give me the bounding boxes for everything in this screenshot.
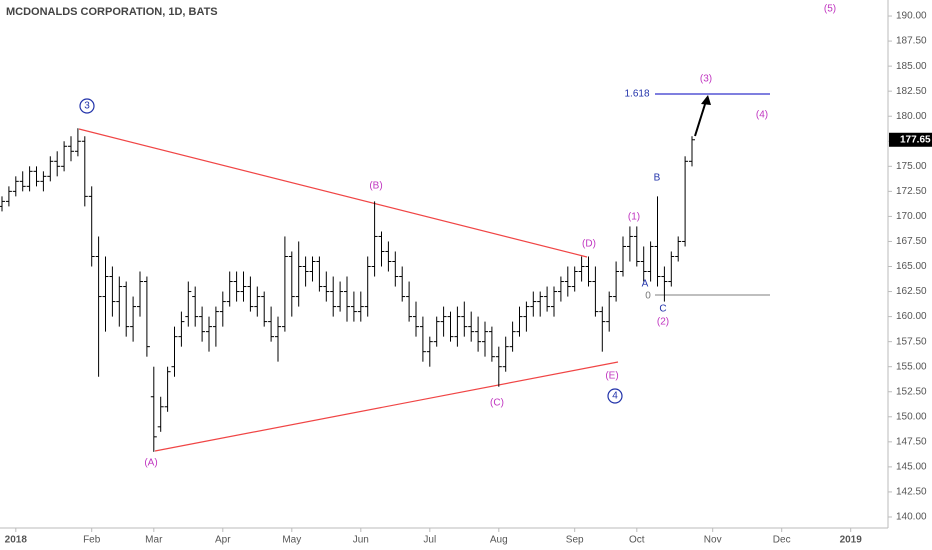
wave-circle bbox=[607, 388, 623, 404]
y-tick-label: 180.00 bbox=[896, 111, 927, 122]
wave-label: 1.618 bbox=[624, 89, 649, 100]
y-tick-label: 187.50 bbox=[896, 36, 927, 47]
wave-label: (3) bbox=[700, 74, 712, 85]
triangle-lower bbox=[154, 361, 619, 452]
x-tick-label: 2018 bbox=[5, 535, 28, 546]
x-tick-label: 2019 bbox=[840, 535, 863, 546]
y-tick-label: 172.50 bbox=[896, 186, 927, 197]
wave-label: (5) bbox=[824, 4, 836, 15]
x-tick-label: May bbox=[282, 535, 301, 546]
wave-label: 3 bbox=[84, 101, 90, 112]
x-tick-label: Jun bbox=[353, 535, 369, 546]
x-tick-label: Mar bbox=[145, 535, 163, 546]
x-tick-label: Nov bbox=[704, 535, 722, 546]
y-tick-label: 185.00 bbox=[896, 61, 927, 72]
wave-label: (2) bbox=[657, 317, 669, 328]
y-tick-label: 155.00 bbox=[896, 361, 927, 372]
y-tick-label: 167.50 bbox=[896, 236, 927, 247]
y-tick-label: 190.00 bbox=[896, 11, 927, 22]
x-tick-label: Dec bbox=[773, 535, 791, 546]
wave-label: (B) bbox=[369, 181, 382, 192]
last-price-label: 177.65 bbox=[900, 134, 931, 145]
wave-label: 0 bbox=[645, 291, 651, 302]
wave-label: (1) bbox=[628, 212, 640, 223]
x-tick-label: Apr bbox=[215, 535, 231, 546]
y-tick-label: 145.00 bbox=[896, 462, 927, 473]
wave-label: C bbox=[659, 304, 666, 315]
y-tick-label: 182.50 bbox=[896, 86, 927, 97]
x-tick-label: Sep bbox=[566, 535, 584, 546]
wave-label: A bbox=[642, 279, 649, 290]
wave-label: (E) bbox=[605, 371, 618, 382]
wave-label: (C) bbox=[490, 398, 504, 409]
y-tick-label: 162.50 bbox=[896, 286, 927, 297]
y-tick-label: 142.50 bbox=[896, 487, 927, 498]
wave-label: B bbox=[654, 173, 661, 184]
wave-label: (4) bbox=[756, 110, 768, 121]
y-tick-label: 157.50 bbox=[896, 336, 927, 347]
y-tick-label: 147.50 bbox=[896, 436, 927, 447]
y-tick-label: 140.00 bbox=[896, 512, 927, 523]
wave-label: (A) bbox=[144, 458, 157, 469]
y-tick-label: 175.00 bbox=[896, 161, 927, 172]
y-tick-label: 150.00 bbox=[896, 411, 927, 422]
wave-circle bbox=[79, 98, 95, 114]
chart-title: MCDONALDS CORPORATION, 1D, BATS bbox=[6, 6, 218, 18]
x-tick-label: Feb bbox=[83, 535, 101, 546]
arrow-shaft bbox=[694, 100, 707, 137]
x-tick-label: Jul bbox=[423, 535, 436, 546]
y-tick-label: 152.50 bbox=[896, 386, 927, 397]
arrow-head bbox=[701, 95, 711, 105]
wave-label: (D) bbox=[582, 239, 596, 250]
last-price-badge bbox=[889, 132, 932, 147]
triangle-upper bbox=[78, 128, 588, 258]
x-tick-label: Oct bbox=[629, 535, 645, 546]
y-tick-label: 170.00 bbox=[896, 211, 927, 222]
layout bbox=[0, 0, 889, 529]
y-tick-label: 160.00 bbox=[896, 311, 927, 322]
wave-label: 4 bbox=[612, 391, 618, 402]
x-tick-label: Aug bbox=[490, 535, 508, 546]
y-tick-label: 165.00 bbox=[896, 261, 927, 272]
